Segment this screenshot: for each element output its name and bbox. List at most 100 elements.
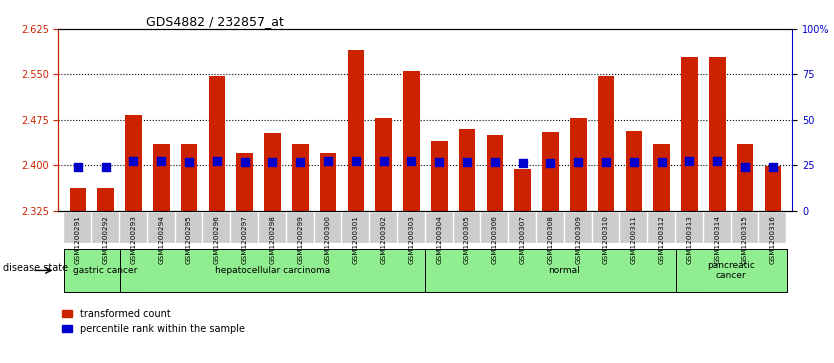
Text: pancreatic
cancer: pancreatic cancer: [707, 261, 755, 280]
Text: GSM1200311: GSM1200311: [631, 215, 637, 264]
FancyBboxPatch shape: [731, 212, 758, 243]
Point: [488, 159, 501, 165]
FancyBboxPatch shape: [537, 212, 564, 243]
Bar: [292, 144, 309, 211]
FancyBboxPatch shape: [593, 212, 620, 243]
Point: [460, 159, 474, 165]
Text: GSM1200304: GSM1200304: [436, 215, 442, 264]
Bar: [181, 144, 198, 211]
FancyBboxPatch shape: [93, 212, 119, 243]
Point: [127, 158, 140, 164]
Point: [600, 159, 613, 165]
Text: GSM1200299: GSM1200299: [297, 215, 304, 264]
Text: GSM1200302: GSM1200302: [380, 215, 387, 264]
Bar: [486, 135, 503, 211]
Point: [377, 158, 390, 164]
Bar: [125, 115, 142, 211]
FancyBboxPatch shape: [398, 212, 425, 243]
Text: GSM1200295: GSM1200295: [186, 215, 192, 264]
Bar: [403, 72, 420, 211]
Text: normal: normal: [549, 266, 580, 275]
Text: hepatocellular carcinoma: hepatocellular carcinoma: [215, 266, 330, 275]
Point: [655, 159, 668, 165]
Bar: [542, 132, 559, 211]
Bar: [236, 153, 253, 211]
Bar: [681, 57, 698, 211]
Point: [238, 159, 251, 165]
Point: [266, 159, 279, 165]
Point: [627, 159, 641, 165]
Point: [433, 159, 446, 165]
Text: GSM1200307: GSM1200307: [520, 215, 525, 264]
Bar: [264, 133, 281, 211]
Point: [99, 164, 113, 170]
Text: GDS4882 / 232857_at: GDS4882 / 232857_at: [147, 15, 284, 28]
Point: [516, 160, 530, 166]
FancyBboxPatch shape: [704, 212, 731, 243]
FancyBboxPatch shape: [481, 212, 508, 243]
Text: GSM1200309: GSM1200309: [575, 215, 581, 264]
FancyBboxPatch shape: [620, 212, 647, 243]
Bar: [153, 144, 169, 211]
Bar: [431, 141, 448, 211]
Bar: [709, 57, 726, 211]
Point: [711, 158, 724, 164]
FancyBboxPatch shape: [760, 212, 786, 243]
FancyBboxPatch shape: [120, 212, 147, 243]
FancyBboxPatch shape: [119, 249, 425, 292]
Bar: [515, 170, 531, 211]
Text: gastric cancer: gastric cancer: [73, 266, 138, 275]
Text: GSM1200306: GSM1200306: [492, 215, 498, 264]
FancyBboxPatch shape: [565, 212, 591, 243]
Point: [766, 164, 780, 170]
Bar: [375, 118, 392, 211]
FancyBboxPatch shape: [148, 212, 174, 243]
FancyBboxPatch shape: [676, 212, 703, 243]
FancyBboxPatch shape: [425, 249, 703, 292]
Legend: transformed count, percentile rank within the sample: transformed count, percentile rank withi…: [58, 305, 249, 338]
Point: [349, 158, 363, 164]
Bar: [69, 188, 86, 211]
FancyBboxPatch shape: [176, 212, 203, 243]
Text: GSM1200291: GSM1200291: [75, 215, 81, 264]
FancyBboxPatch shape: [648, 212, 675, 243]
Point: [404, 158, 418, 164]
Text: GSM1200303: GSM1200303: [409, 215, 414, 264]
Bar: [736, 144, 753, 211]
Point: [321, 158, 334, 164]
Text: GSM1200313: GSM1200313: [686, 215, 692, 264]
FancyBboxPatch shape: [203, 212, 230, 243]
Text: GSM1200308: GSM1200308: [547, 215, 554, 264]
Bar: [459, 129, 475, 211]
Bar: [319, 153, 336, 211]
Bar: [98, 188, 114, 211]
FancyBboxPatch shape: [676, 249, 786, 292]
Point: [683, 158, 696, 164]
FancyBboxPatch shape: [64, 212, 91, 243]
Point: [571, 159, 585, 165]
Text: GSM1200300: GSM1200300: [325, 215, 331, 264]
Text: GSM1200298: GSM1200298: [269, 215, 275, 264]
Text: GSM1200314: GSM1200314: [714, 215, 721, 264]
Bar: [626, 131, 642, 211]
Text: GSM1200310: GSM1200310: [603, 215, 609, 264]
Text: GSM1200292: GSM1200292: [103, 215, 108, 264]
FancyBboxPatch shape: [314, 212, 341, 243]
Text: GSM1200301: GSM1200301: [353, 215, 359, 264]
FancyBboxPatch shape: [454, 212, 480, 243]
Text: GSM1200312: GSM1200312: [659, 215, 665, 264]
Text: disease state: disease state: [3, 263, 68, 273]
FancyBboxPatch shape: [343, 212, 369, 243]
Bar: [570, 118, 586, 211]
Text: GSM1200305: GSM1200305: [464, 215, 470, 264]
Text: GSM1200297: GSM1200297: [242, 215, 248, 264]
Point: [738, 164, 751, 170]
Text: GSM1200315: GSM1200315: [742, 215, 748, 264]
FancyBboxPatch shape: [287, 212, 314, 243]
FancyBboxPatch shape: [370, 212, 397, 243]
FancyBboxPatch shape: [510, 212, 536, 243]
Point: [210, 158, 224, 164]
FancyBboxPatch shape: [426, 212, 453, 243]
Point: [544, 160, 557, 166]
Text: GSM1200294: GSM1200294: [158, 215, 164, 264]
